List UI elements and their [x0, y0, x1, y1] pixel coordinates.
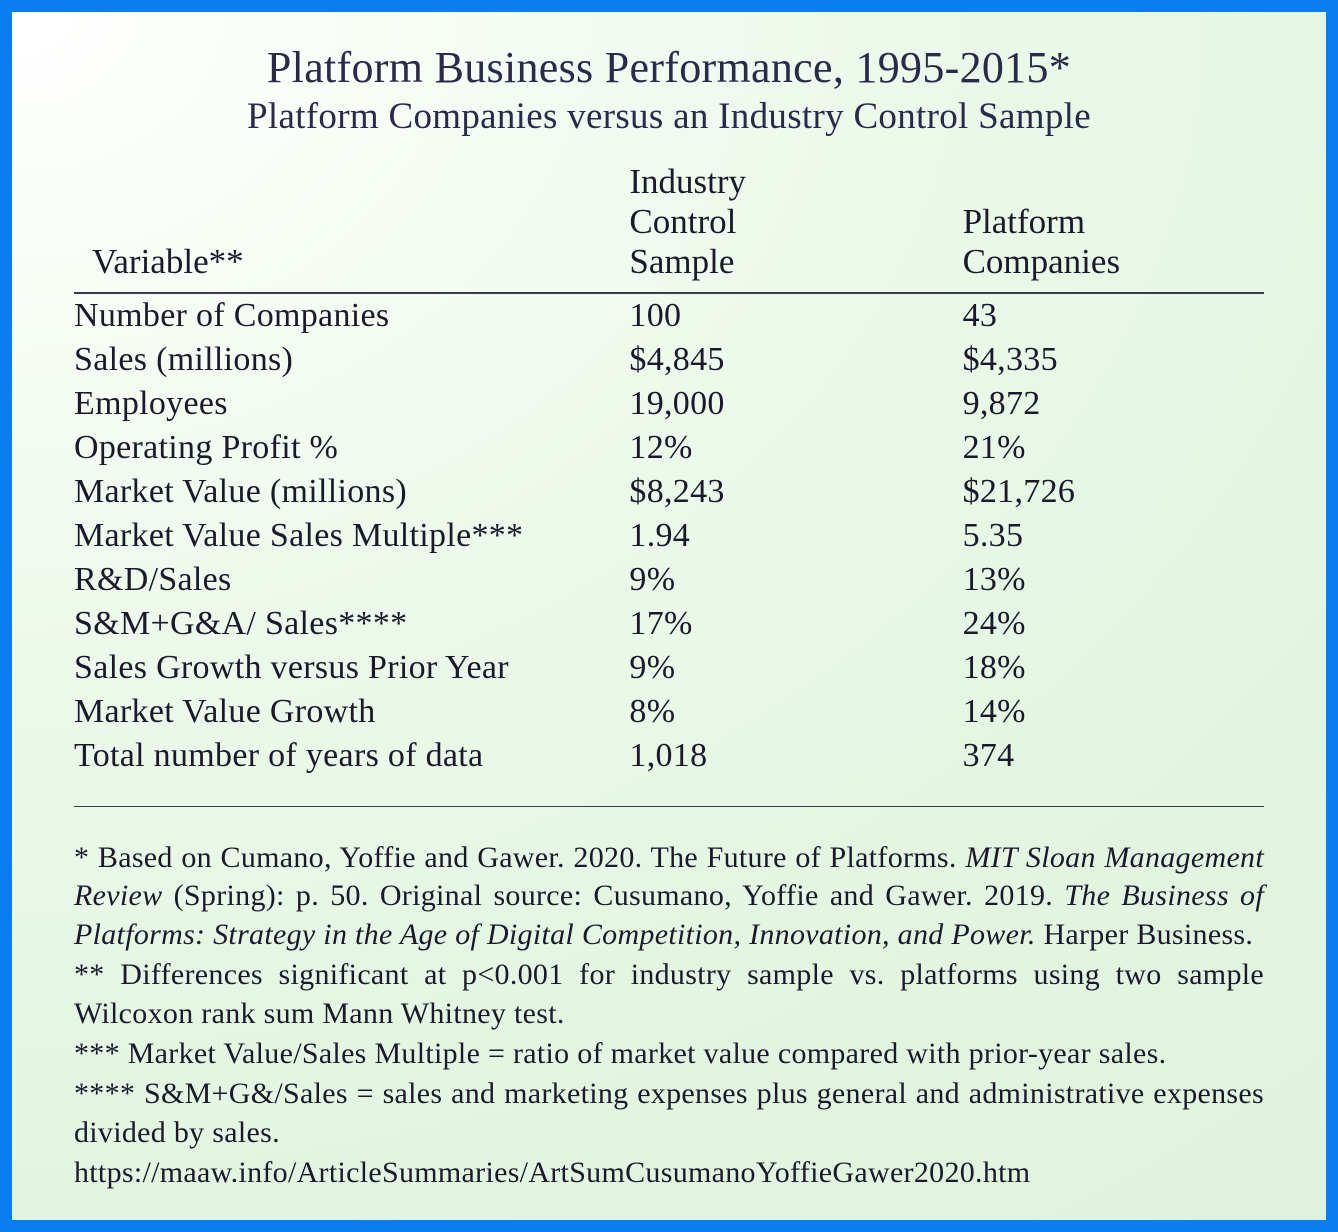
cell-variable: Total number of years of data [74, 734, 621, 778]
cell-platform: 43 [955, 293, 1264, 338]
table-row: Market Value (millions)$8,243$21,726 [74, 470, 1264, 514]
footnote-4: **** S&M+G&/Sales = sales and marketing … [74, 1075, 1264, 1152]
cell-variable: Operating Profit % [74, 426, 621, 470]
footnote-1c: (Spring): p. 50. Original source: Cusuma… [162, 879, 1064, 912]
footnotes: * Based on Cumano, Yoffie and Gawer. 202… [74, 839, 1264, 1193]
cell-platform: $21,726 [955, 470, 1264, 514]
table-header-row: Variable** Industry Control Sample Platf… [74, 156, 1264, 293]
table-row: Total number of years of data1,018374 [74, 734, 1264, 778]
cell-control: $4,845 [621, 338, 954, 382]
cell-variable: Employees [74, 382, 621, 426]
cell-platform: 18% [955, 646, 1264, 690]
table-row: Operating Profit %12%21% [74, 426, 1264, 470]
performance-table: Variable** Industry Control Sample Platf… [74, 156, 1264, 813]
table-row: Employees19,0009,872 [74, 382, 1264, 426]
footnote-url: https://maaw.info/ArticleSummaries/ArtSu… [74, 1154, 1264, 1192]
cell-platform: 21% [955, 426, 1264, 470]
table-row: R&D/Sales9%13% [74, 558, 1264, 602]
cell-control: 17% [621, 602, 954, 646]
cell-platform: 14% [955, 690, 1264, 734]
cell-control: 100 [621, 293, 954, 338]
table-row: Sales (millions)$4,845$4,335 [74, 338, 1264, 382]
col-header-control-line1: Industry [629, 162, 746, 201]
cell-platform: 24% [955, 602, 1264, 646]
cell-control: 9% [621, 646, 954, 690]
footnote-1a: * Based on Cumano, Yoffie and Gawer. 202… [74, 841, 965, 874]
cell-variable: R&D/Sales [74, 558, 621, 602]
cell-platform: $4,335 [955, 338, 1264, 382]
cell-control: 1,018 [621, 734, 954, 778]
footnote-2: ** Differences significant at p<0.001 fo… [74, 956, 1264, 1033]
cell-variable: Market Value (millions) [74, 470, 621, 514]
cell-variable: Sales (millions) [74, 338, 621, 382]
cell-platform: 13% [955, 558, 1264, 602]
cell-variable: S&M+G&A/ Sales**** [74, 602, 621, 646]
table-row: Market Value Growth8%14% [74, 690, 1264, 734]
col-header-control-line3: Sample [629, 242, 734, 281]
cell-variable: Sales Growth versus Prior Year [74, 646, 621, 690]
table-row: Sales Growth versus Prior Year9%18% [74, 646, 1264, 690]
col-header-control-line2: Control [629, 202, 736, 241]
footnote-1e: Harper Business. [1036, 918, 1254, 951]
cell-platform: 5.35 [955, 514, 1264, 558]
cell-platform: 9,872 [955, 382, 1264, 426]
col-header-control: Industry Control Sample [621, 156, 954, 293]
footnote-1: * Based on Cumano, Yoffie and Gawer. 202… [74, 839, 1264, 954]
document-panel: Platform Business Performance, 1995-2015… [12, 12, 1326, 1220]
cell-control: 8% [621, 690, 954, 734]
cell-platform: 374 [955, 734, 1264, 778]
table-bottom-rule [74, 807, 1264, 814]
table-row: S&M+G&A/ Sales****17%24% [74, 602, 1264, 646]
col-header-platform: Platform Companies [955, 156, 1264, 293]
cell-control: 19,000 [621, 382, 954, 426]
table-row: Number of Companies10043 [74, 293, 1264, 338]
cell-variable: Market Value Sales Multiple*** [74, 514, 621, 558]
table-spacer [74, 778, 1264, 807]
cell-control: 9% [621, 558, 954, 602]
table-body: Number of Companies10043Sales (millions)… [74, 293, 1264, 778]
footnote-3: *** Market Value/Sales Multiple = ratio … [74, 1035, 1264, 1073]
col-header-variable: Variable** [74, 156, 621, 293]
page-subtitle: Platform Companies versus an Industry Co… [74, 95, 1264, 138]
cell-variable: Market Value Growth [74, 690, 621, 734]
cell-control: 12% [621, 426, 954, 470]
cell-variable: Number of Companies [74, 293, 621, 338]
table-row: Market Value Sales Multiple***1.945.35 [74, 514, 1264, 558]
cell-control: $8,243 [621, 470, 954, 514]
cell-control: 1.94 [621, 514, 954, 558]
page-title: Platform Business Performance, 1995-2015… [74, 42, 1264, 93]
col-header-platform-line2: Companies [963, 242, 1120, 281]
col-header-platform-line1: Platform [963, 202, 1085, 241]
